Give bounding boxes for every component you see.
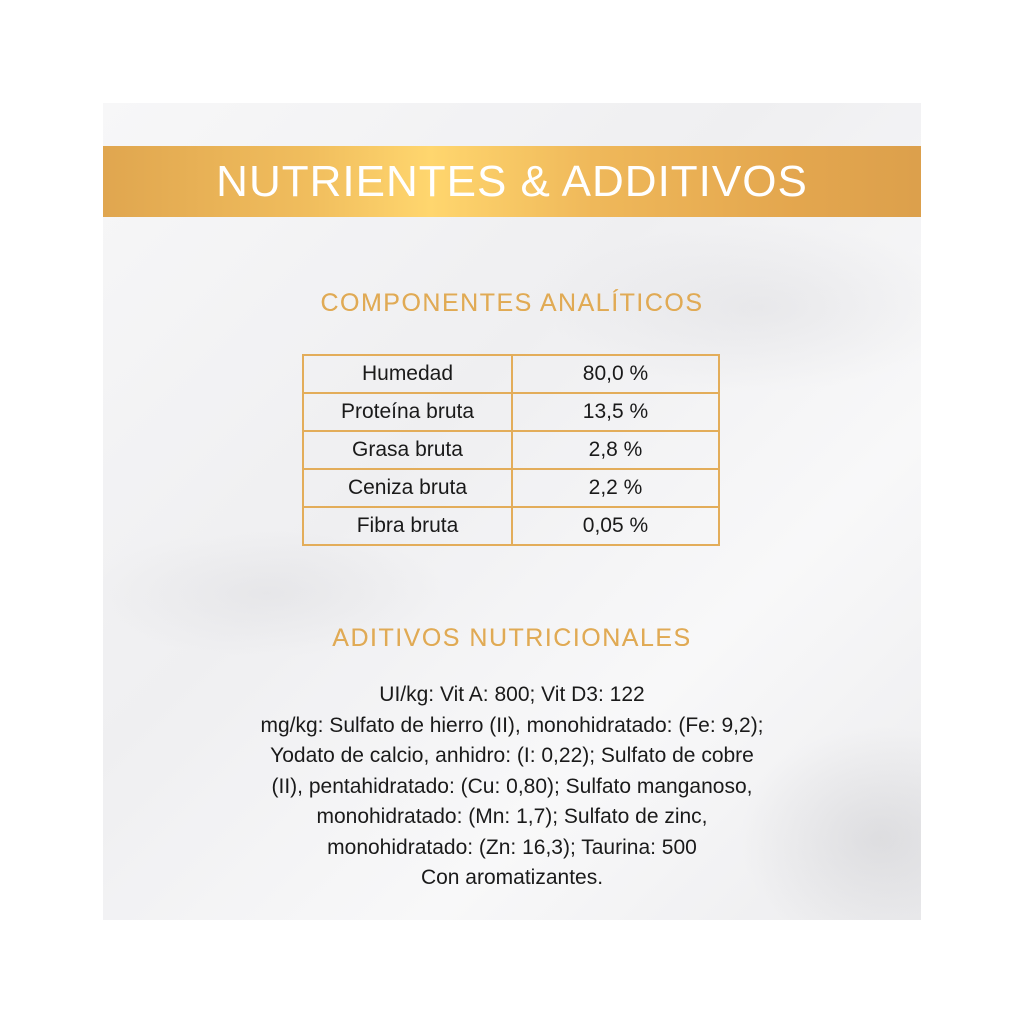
- additives-text: UI/kg: Vit A: 800; Vit D3: 122 mg/kg: Su…: [103, 680, 921, 894]
- analytical-table: Humedad 80,0 % Proteína bruta 13,5 % Grasa…: [302, 354, 720, 546]
- additives-line: Con aromatizantes.: [420, 866, 604, 889]
- row-value: 13,5 %: [511, 392, 720, 432]
- banner-title: NUTRIENTES & ADDITIVOS: [216, 156, 808, 206]
- table-row: Proteína bruta 13,5 %: [302, 392, 720, 432]
- additives-line: monohidratado: (Mn: 1,7); Sulfato de zin…: [316, 805, 708, 828]
- additives-line: monohidratado: (Zn: 16,3); Taurina: 500: [327, 835, 697, 859]
- row-name: Fibra bruta: [302, 506, 513, 546]
- table-row: Fibra bruta 0,05 %: [302, 506, 720, 546]
- additives-line: (II), pentahidratado: (Cu: 0,80); Sulfat…: [271, 774, 753, 798]
- additives-line: UI/kg: Vit A: 800; Vit D3: 122: [379, 683, 645, 706]
- row-value: 80,0 %: [511, 354, 720, 394]
- additives-line: mg/kg: Sulfato de hierro (II), monohidra…: [260, 713, 764, 737]
- header-banner: NUTRIENTES & ADDITIVOS: [103, 146, 921, 217]
- row-name: Ceniza bruta: [302, 468, 513, 508]
- row-value: 2,8 %: [511, 430, 720, 470]
- row-name: Proteína bruta: [302, 392, 513, 432]
- table-row: Grasa bruta 2,8 %: [302, 430, 720, 470]
- nutritional-additives-title: ADITIVOS NUTRICIONALES: [103, 624, 921, 653]
- row-value: 2,2 %: [511, 468, 720, 508]
- row-name: Grasa bruta: [302, 430, 513, 470]
- nutrition-panel: NUTRIENTES & ADDITIVOS COMPONENTES ANALÍ…: [103, 103, 921, 920]
- row-name: Humedad: [302, 354, 513, 394]
- row-value: 0,05 %: [511, 506, 720, 546]
- additives-line: Yodato de calcio, anhidro: (I: 0,22); Su…: [270, 744, 754, 767]
- analytical-components-title: COMPONENTES ANALÍTICOS: [103, 289, 921, 318]
- table-row: Humedad 80,0 %: [302, 354, 720, 394]
- table-row: Ceniza bruta 2,2 %: [302, 468, 720, 508]
